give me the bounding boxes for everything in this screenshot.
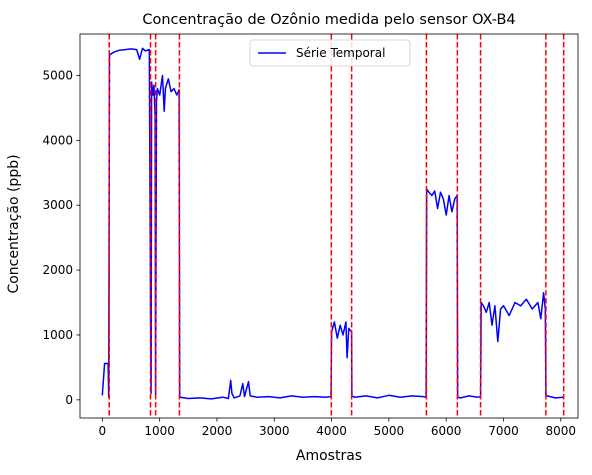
- series-line-0: [102, 48, 563, 399]
- y-tick-label-2000: 2000: [42, 263, 73, 277]
- legend-label-0: Série Temporal: [296, 46, 385, 60]
- x-tick-label-5000: 5000: [374, 424, 405, 438]
- x-tick-label-4000: 4000: [316, 424, 347, 438]
- x-tick-label-7000: 7000: [488, 424, 519, 438]
- x-tick-label-8000: 8000: [546, 424, 577, 438]
- x-tick-label-1000: 1000: [144, 424, 175, 438]
- plot-area: 0 1000 2000 3000 4000 5000 6000 7000 8000 0 1000 20…: [42, 34, 578, 438]
- x-tick-label-6000: 6000: [431, 424, 462, 438]
- y-tick-label-5000: 5000: [42, 69, 73, 83]
- x-axis-label: Amostras: [296, 448, 362, 464]
- x-tick-label-0: 0: [99, 424, 107, 438]
- y-tick-label-3000: 3000: [42, 198, 73, 212]
- y-axis-label: Concentração (ppb): [6, 154, 22, 293]
- x-tick-label-2000: 2000: [202, 424, 233, 438]
- y-tick-label-1000: 1000: [42, 328, 73, 342]
- y-tick-label-0: 0: [65, 393, 73, 407]
- y-tick-label-4000: 4000: [42, 133, 73, 147]
- x-tick-label-3000: 3000: [259, 424, 290, 438]
- chart-title: Concentração de Ozônio medida pelo senso…: [142, 12, 515, 28]
